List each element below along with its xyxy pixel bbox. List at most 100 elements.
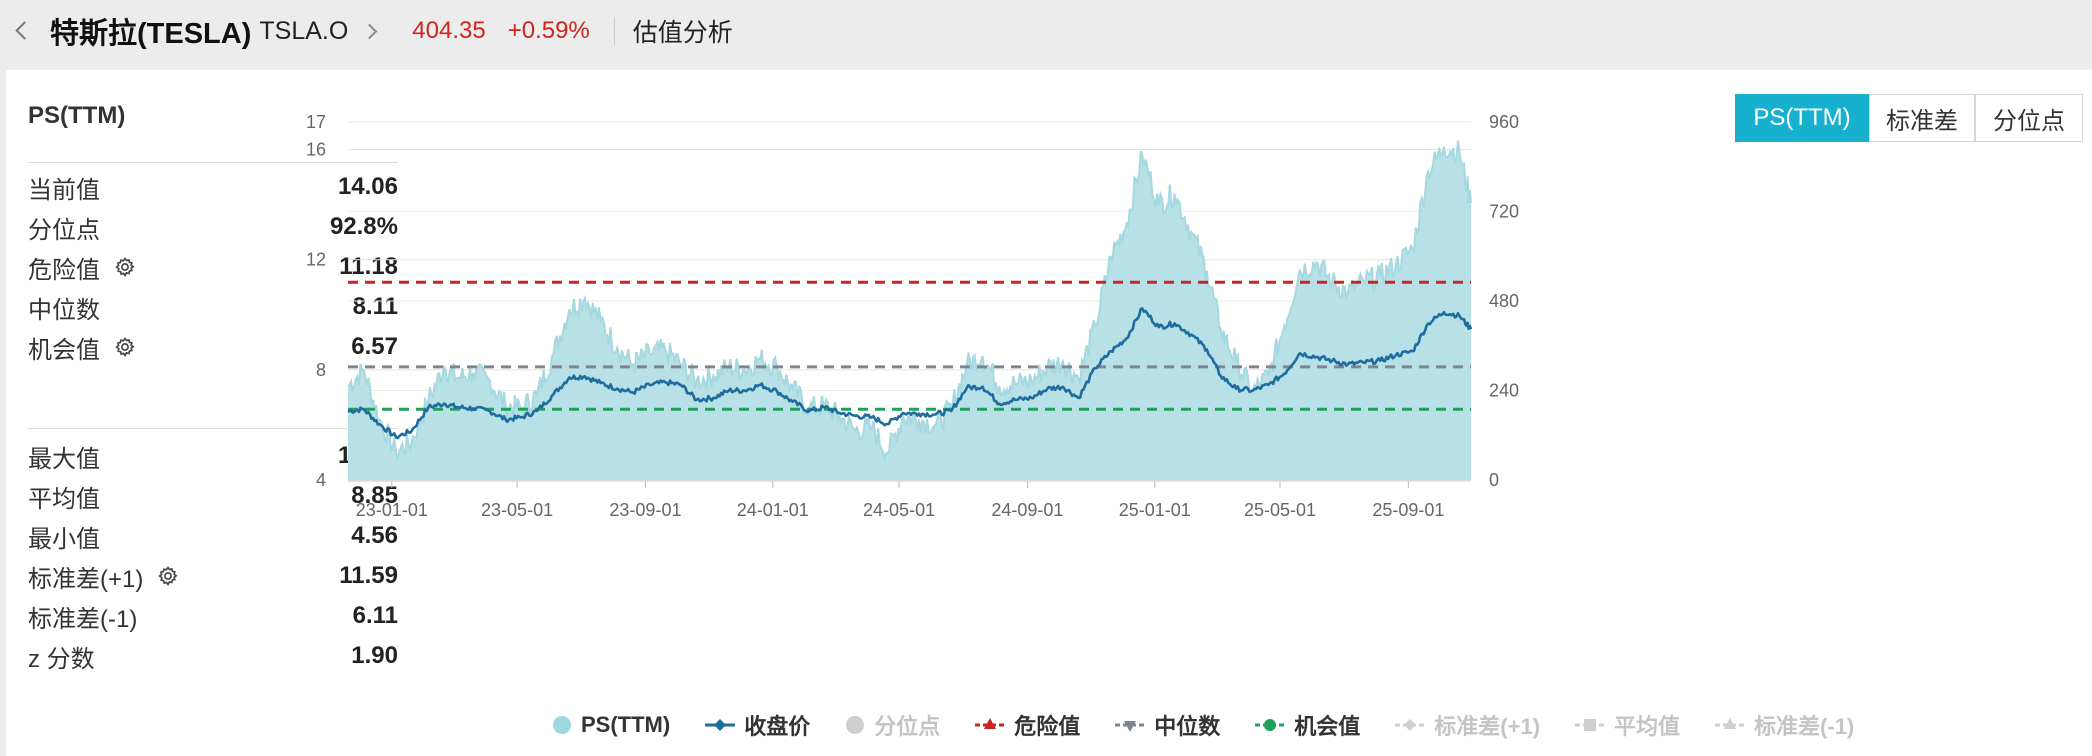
y-right-tick-label: 240 xyxy=(1489,381,1519,401)
stock-code: TSLA.O xyxy=(259,16,349,45)
legend-marker-icon xyxy=(551,714,573,736)
stat-label-text: 中位数 xyxy=(28,296,100,324)
stat-label: 标准差(-1) xyxy=(28,599,137,634)
stat-value: 92.8% xyxy=(329,213,398,240)
y-right-tick-label: 480 xyxy=(1489,291,1519,311)
stat-value: 11.59 xyxy=(339,562,398,589)
stat-row: 分位点 92.8% xyxy=(28,207,398,247)
back-arrow-icon[interactable] xyxy=(12,22,30,40)
x-tick-label: 23-05-01 xyxy=(481,500,553,520)
legend-item[interactable]: 标准差(+1) xyxy=(1394,709,1540,741)
stat-row: 机会值 6.57 xyxy=(28,327,398,367)
legend-label: 分位点 xyxy=(874,714,941,739)
gear-icon[interactable] xyxy=(157,565,179,587)
stat-row: 平均值 8.85 xyxy=(28,476,398,516)
header-divider xyxy=(613,17,615,45)
y-right-tick-label: 720 xyxy=(1489,202,1519,222)
legend-item[interactable]: 收盘价 xyxy=(704,709,810,741)
chart-legend: PS(TTM) 收盘价 分位点 危险值 中位数 机会值 标准差(+1) 平均值 标准差(-1) xyxy=(551,705,1888,745)
percentile-button[interactable]: 分位点 xyxy=(1975,94,2083,142)
legend-item[interactable]: 分位点 xyxy=(844,709,940,741)
legend-label: PS(TTM) xyxy=(581,712,671,737)
stat-value: 14.06 xyxy=(337,173,398,200)
legend-item[interactable]: 标准差(-1) xyxy=(1714,709,1854,741)
ps-ttm-button[interactable]: PS(TTM) xyxy=(1735,94,1869,142)
stat-row: 中位数 8.11 xyxy=(28,287,398,327)
view-toggle-group: PS(TTM) 标准差 分位点 xyxy=(1735,94,2083,142)
stat-label: 机会值 xyxy=(28,330,136,365)
y-right-tick-label: 0 xyxy=(1489,470,1499,490)
stat-label: 当前值 xyxy=(28,170,100,205)
stat-label-text: 最大值 xyxy=(28,445,100,473)
legend-marker-icon xyxy=(704,714,736,736)
y-left-tick-label: 4 xyxy=(316,470,326,490)
std-dev-button[interactable]: 标准差 xyxy=(1869,94,1975,142)
tab-valuation-analysis[interactable]: 估值分析 xyxy=(632,19,733,47)
stat-label: z 分数 xyxy=(28,639,95,674)
x-tick-label: 24-05-01 xyxy=(863,500,935,520)
legend-label: 标准差(-1) xyxy=(1754,714,1855,739)
stat-label: 危险值 xyxy=(28,250,136,285)
stat-row: 标准差(-1) 6.11 xyxy=(28,596,398,636)
stat-label: 最小值 xyxy=(28,519,100,554)
stat-label: 中位数 xyxy=(28,290,100,325)
close-price-line xyxy=(347,307,1473,440)
legend-marker-icon xyxy=(974,714,1006,736)
legend-marker-icon xyxy=(1254,714,1286,736)
stock-price: 404.35 xyxy=(412,17,486,44)
legend-label: 危险值 xyxy=(1014,714,1081,739)
ps-ttm-chart: 4 8 12 16 17 0 240 480 720 960 23-01-01 23-05-01 23-… xyxy=(306,112,1519,520)
stat-value: 1.90 xyxy=(351,642,398,669)
legend-item[interactable]: 平均值 xyxy=(1574,709,1680,741)
stat-label: 标准差(+1) xyxy=(28,559,179,594)
y-left-tick-label: 16 xyxy=(306,140,326,160)
stat-value: 8.85 xyxy=(351,482,398,509)
stat-row: z 分数 1.90 xyxy=(28,636,398,676)
x-tick-label: 23-09-01 xyxy=(609,500,681,520)
legend-label: 平均值 xyxy=(1614,714,1681,739)
stat-value: 6.11 xyxy=(352,602,398,629)
x-tick-label: 23-01-01 xyxy=(356,500,428,520)
stat-value: 8.11 xyxy=(352,293,398,320)
y-left-tick-label: 12 xyxy=(306,250,326,270)
stat-label-text: 危险值 xyxy=(28,256,100,284)
panel-title: PS(TTM) xyxy=(28,102,126,129)
gear-icon[interactable] xyxy=(114,256,136,278)
y-left-tick-label: 8 xyxy=(316,360,326,380)
stat-label-text: 标准差(+1) xyxy=(28,565,144,593)
legend-item[interactable]: PS(TTM) xyxy=(551,712,670,738)
stat-row: 最小值 4.56 xyxy=(28,516,398,556)
legend-label: 收盘价 xyxy=(744,714,811,739)
stat-label: 分位点 xyxy=(28,210,100,245)
legend-item[interactable]: 机会值 xyxy=(1254,709,1360,741)
legend-label: 中位数 xyxy=(1154,714,1221,739)
stat-label-text: 分位点 xyxy=(28,216,100,244)
legend-item[interactable]: 危险值 xyxy=(974,709,1080,741)
stat-label-text: 标准差(-1) xyxy=(28,605,138,633)
legend-marker-icon xyxy=(844,714,866,736)
stats-divider xyxy=(28,162,398,163)
valuation-card: PS(TTM) 当前值 14.06 分位点 92.8% 危险值 11.18 中位数 8.11 机… xyxy=(6,70,2092,756)
x-tick-label: 25-01-01 xyxy=(1119,500,1191,520)
ps-ttm-area xyxy=(348,140,1471,480)
chevron-right-icon[interactable] xyxy=(364,24,378,38)
top-bar: 特斯拉(TESLA) TSLA.O 404.35 +0.59% 估值分析 xyxy=(0,0,2092,62)
stat-label: 平均值 xyxy=(28,479,100,514)
stock-name: 特斯拉(TESLA) xyxy=(50,18,252,50)
stat-row: 当前值 14.06 xyxy=(28,167,398,207)
legend-marker-icon xyxy=(1394,714,1426,736)
y-left-tick-label: 17 xyxy=(306,112,326,132)
stat-label-text: 当前值 xyxy=(28,176,100,204)
legend-item[interactable]: 中位数 xyxy=(1114,709,1220,741)
legend-label: 机会值 xyxy=(1294,714,1361,739)
gear-icon[interactable] xyxy=(114,336,136,358)
stat-label-text: 平均值 xyxy=(28,485,100,513)
stats-divider xyxy=(28,428,398,429)
y-right-tick-label: 960 xyxy=(1489,112,1519,132)
price-change: +0.59% xyxy=(507,17,590,44)
stat-label-text: z 分数 xyxy=(28,645,95,673)
stat-value: 4.56 xyxy=(351,522,398,549)
legend-marker-icon xyxy=(1574,714,1606,736)
x-tick-label: 24-09-01 xyxy=(991,500,1063,520)
stat-value: 6.57 xyxy=(351,333,398,360)
